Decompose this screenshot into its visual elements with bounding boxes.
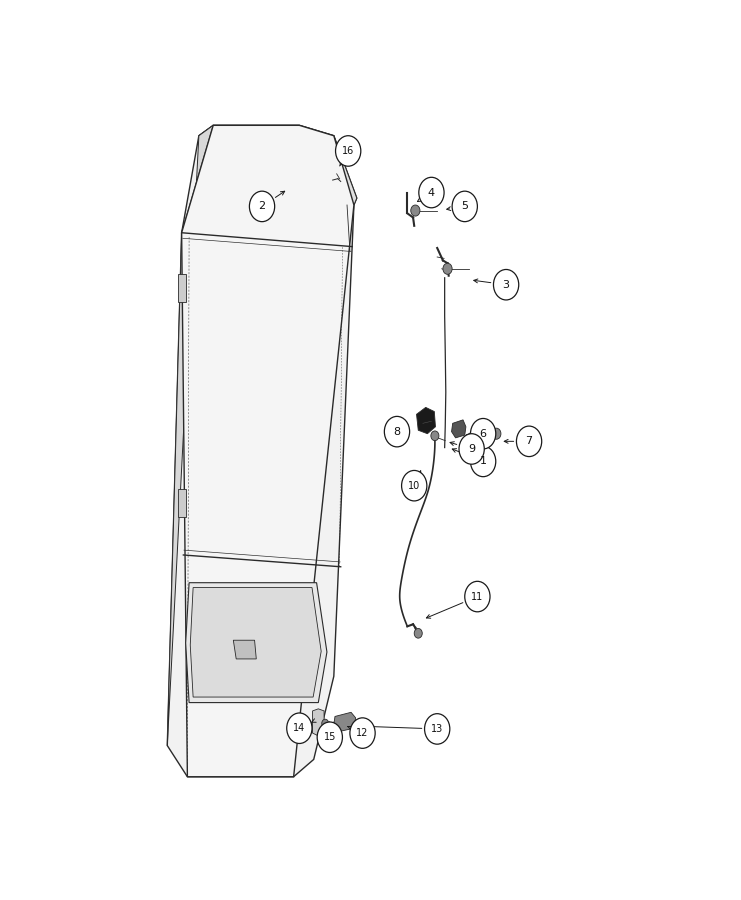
- Polygon shape: [182, 125, 354, 777]
- Polygon shape: [233, 640, 256, 659]
- Circle shape: [425, 714, 450, 744]
- Circle shape: [494, 269, 519, 300]
- Polygon shape: [167, 125, 357, 777]
- Polygon shape: [416, 408, 436, 434]
- Circle shape: [419, 177, 444, 208]
- Circle shape: [350, 718, 375, 748]
- Circle shape: [362, 719, 368, 727]
- Text: 9: 9: [468, 444, 475, 454]
- Text: 6: 6: [479, 428, 487, 438]
- Polygon shape: [186, 582, 327, 703]
- Circle shape: [443, 263, 452, 274]
- Circle shape: [492, 428, 501, 439]
- Text: 1: 1: [479, 456, 487, 466]
- Circle shape: [459, 434, 485, 464]
- Polygon shape: [178, 274, 186, 302]
- Circle shape: [287, 713, 312, 743]
- Text: 5: 5: [461, 202, 468, 211]
- Circle shape: [414, 628, 422, 638]
- Text: 8: 8: [393, 427, 401, 436]
- Text: 7: 7: [525, 436, 533, 446]
- Text: 3: 3: [502, 280, 510, 290]
- Circle shape: [411, 205, 420, 216]
- Circle shape: [452, 191, 477, 221]
- Polygon shape: [451, 419, 466, 438]
- Text: 2: 2: [259, 202, 265, 211]
- Circle shape: [471, 418, 496, 449]
- Circle shape: [317, 722, 342, 752]
- Circle shape: [516, 426, 542, 456]
- Text: 4: 4: [428, 187, 435, 197]
- Circle shape: [431, 431, 439, 441]
- Circle shape: [465, 581, 490, 612]
- Polygon shape: [333, 712, 356, 732]
- Polygon shape: [313, 709, 324, 736]
- Text: 14: 14: [293, 724, 305, 733]
- Polygon shape: [178, 490, 186, 517]
- Circle shape: [385, 417, 410, 447]
- Text: 11: 11: [471, 591, 484, 601]
- Circle shape: [402, 471, 427, 501]
- Text: 15: 15: [324, 733, 336, 742]
- Polygon shape: [190, 588, 321, 697]
- Circle shape: [322, 719, 329, 727]
- Polygon shape: [167, 125, 213, 745]
- Circle shape: [250, 191, 275, 221]
- Text: 10: 10: [408, 481, 420, 491]
- Polygon shape: [199, 125, 357, 205]
- Text: 16: 16: [342, 146, 354, 156]
- Circle shape: [336, 136, 361, 166]
- Text: 12: 12: [356, 728, 369, 738]
- Text: 13: 13: [431, 724, 443, 733]
- Circle shape: [471, 446, 496, 477]
